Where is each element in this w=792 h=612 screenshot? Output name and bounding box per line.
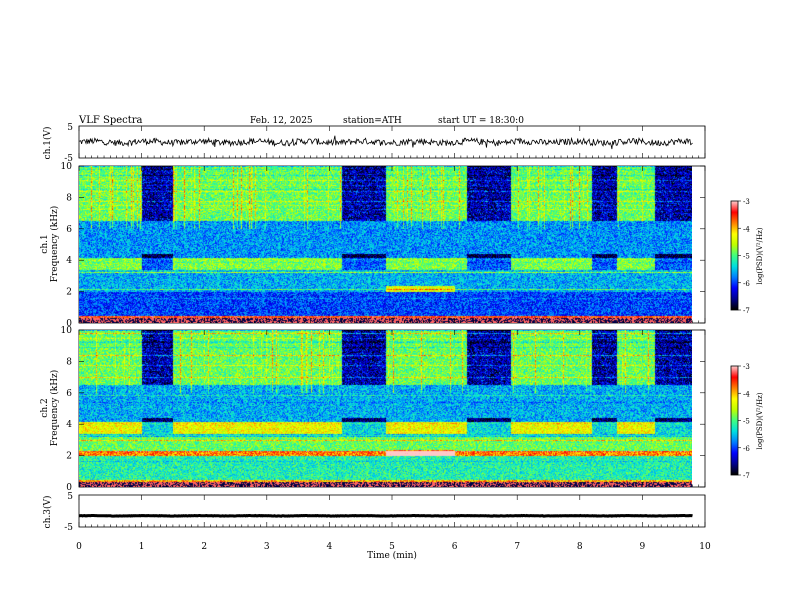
time-tick-label: 7	[514, 542, 520, 552]
station-label: station=ATH	[343, 116, 402, 126]
time-axis: 0 1 2 3 4 5 6 7 8 9 10	[76, 126, 711, 552]
ch2-ytick-label: 2	[66, 452, 72, 462]
ch2-colorbar-holder	[731, 366, 738, 475]
figure-title: VLF Spectra	[78, 115, 143, 126]
ch2-spectrogram-image	[79, 330, 692, 487]
ch2-colorbar-tick-label: -6	[743, 445, 750, 453]
ch1-ytick-label: 2	[66, 288, 72, 298]
time-tick-label: 10	[699, 542, 711, 552]
ch2-colorbar-gradient	[731, 366, 738, 475]
ch2-colorbar-label: log(PSD)(V²/Hz)	[756, 392, 764, 449]
ch3-waveform-trace	[79, 513, 693, 518]
ch2-spec-ylabel-channel: ch.2	[40, 398, 50, 417]
ch1-ylabel: ch.1(V)	[42, 127, 53, 160]
ch1-ytick-label: 10	[61, 162, 73, 172]
start-ut-label: start UT = 18:30:0	[438, 116, 524, 126]
time-tick-label: 4	[327, 542, 333, 552]
ch2-spec-ylabel-frequency: Frequency (kHz)	[49, 370, 60, 447]
ch2-spectrogram-panel: 0 2 4 6 8 10 ch.2 Frequency (kHz)	[40, 326, 706, 493]
ch1-spectrogram-image	[79, 166, 692, 323]
ch1-ytick-label: 4	[66, 256, 72, 266]
ch1-colorbar: -3 -4 -5 -6 -7 log(PSD)(V²/Hz)	[730, 198, 764, 315]
ch1-spec-ylabel-frequency: Frequency (kHz)	[49, 206, 60, 283]
date-label: Feb. 12, 2025	[250, 116, 313, 126]
ch1-colorbar-tick-label: -7	[743, 307, 750, 315]
ch2-ytick-label: 0	[66, 483, 72, 493]
ch1-spectrogram-canvas-holder	[79, 166, 692, 323]
time-tick-label: 5	[389, 542, 395, 552]
time-tick-label: 0	[76, 542, 82, 552]
ch1-ytick-label: 8	[66, 193, 72, 203]
ch2-ytick-label: 8	[66, 357, 72, 367]
ch1-colorbar-tick-label: -5	[743, 253, 750, 261]
ch2-colorbar-tick-label: -4	[743, 390, 750, 398]
ch1-colorbar-tick-label: -6	[743, 280, 750, 288]
time-tick-label: 9	[640, 542, 646, 552]
time-tick-label: 1	[139, 542, 145, 552]
ch3-ylabel: ch.3(V)	[42, 496, 53, 529]
ch1-ytick-label: 6	[66, 225, 72, 235]
ch2-colorbar-tick-label: -7	[743, 472, 750, 480]
ch2-colorbar-tick-label: -3	[743, 363, 750, 371]
time-tick-label: 6	[452, 542, 458, 552]
time-tick-label: 3	[264, 542, 270, 552]
ch3-ytick-top: 5	[67, 492, 73, 502]
ch1-colorbar-label: log(PSD)(V²/Hz)	[756, 227, 764, 284]
ch1-waveform-trace	[78, 135, 693, 150]
ch1-colorbar-gradient	[731, 201, 738, 310]
ch1-colorbar-tick-label: -3	[743, 198, 750, 206]
ch2-ytick-group: 0 2 4 6 8 10	[61, 326, 705, 493]
ch1-ytick-label: 0	[66, 319, 72, 329]
ch1-colorbar-ticks: -3 -4 -5 -6 -7	[738, 198, 750, 315]
ch1-spec-ylabel-channel: ch.1	[40, 234, 50, 253]
ch1-ytick-group: 0 2 4 6 8 10	[61, 162, 705, 329]
ch1-spectrogram-panel: 0 2 4 6 8 10 ch.1 Frequency (kHz)	[40, 162, 706, 329]
ch1-colorbar-tick-label: -4	[743, 225, 750, 233]
ch2-ytick-label: 10	[61, 326, 73, 336]
ch2-ytick-label: 6	[66, 389, 72, 399]
ch2-colorbar-tick-label: -5	[743, 418, 750, 426]
ch1-ytick-bottom: -5	[64, 154, 73, 164]
time-axis-label: Time (min)	[367, 550, 417, 561]
ch2-spectrogram-canvas-holder	[79, 330, 692, 487]
ch3-ytick-bottom: -5	[64, 523, 73, 533]
ch1-colorbar-holder	[731, 201, 738, 310]
time-tick-label: 8	[577, 542, 583, 552]
time-tick-label: 2	[201, 542, 207, 552]
ch2-colorbar-ticks: -3 -4 -5 -6 -7	[738, 363, 750, 480]
ch2-ytick-label: 4	[66, 420, 72, 430]
ch2-colorbar: -3 -4 -5 -6 -7 log(PSD)(V²/Hz)	[730, 363, 764, 480]
ch1-ytick-top: 5	[67, 123, 73, 133]
